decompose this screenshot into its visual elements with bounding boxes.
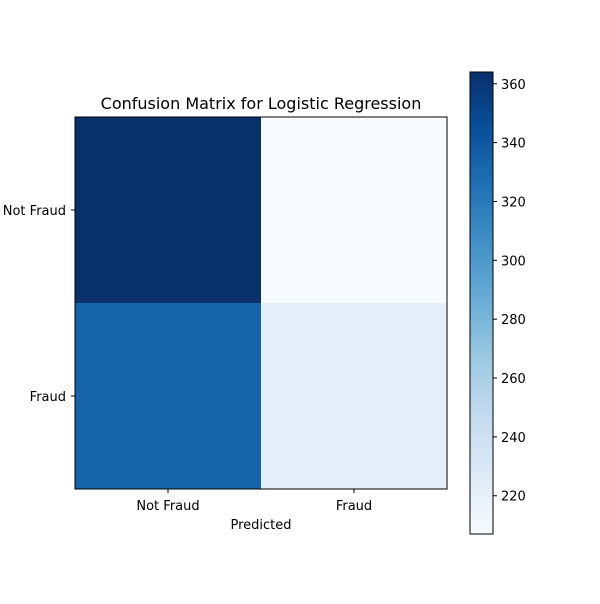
colorbar-tick-label: 260	[501, 372, 526, 387]
colorbar-tick-label: 320	[501, 195, 526, 210]
x-axis-label: Predicted	[230, 518, 291, 533]
y-tick-label: Not Fraud	[3, 204, 66, 219]
heatmap-cell	[261, 303, 447, 489]
colorbar-tick-label: 360	[501, 78, 526, 93]
heatmap-cell	[75, 117, 261, 303]
x-tick-label: Not Fraud	[136, 499, 199, 514]
plot-frame	[74, 116, 448, 490]
colorbar-ticks: 220 240 260 280 300 320 340 360	[493, 78, 526, 505]
heatmap-cell	[261, 117, 447, 303]
y-tick-label: Fraud	[30, 390, 66, 405]
colorbar-tick-label: 240	[501, 431, 526, 446]
y-axis-ticks: Not Fraud Fraud	[3, 204, 75, 405]
x-tick-label: Fraud	[336, 499, 372, 514]
heatmap-cells	[75, 117, 447, 489]
x-axis-ticks: Not Fraud Fraud	[136, 489, 372, 514]
chart-title: Confusion Matrix for Logistic Regression	[101, 94, 422, 113]
colorbar-tick-label: 220	[501, 490, 526, 505]
colorbar-tick-label: 300	[501, 254, 526, 269]
colorbar-tick-label: 340	[501, 137, 526, 152]
colorbar-tick-label: 280	[501, 313, 526, 328]
colorbar	[469, 71, 494, 535]
heatmap-cell	[75, 303, 261, 489]
